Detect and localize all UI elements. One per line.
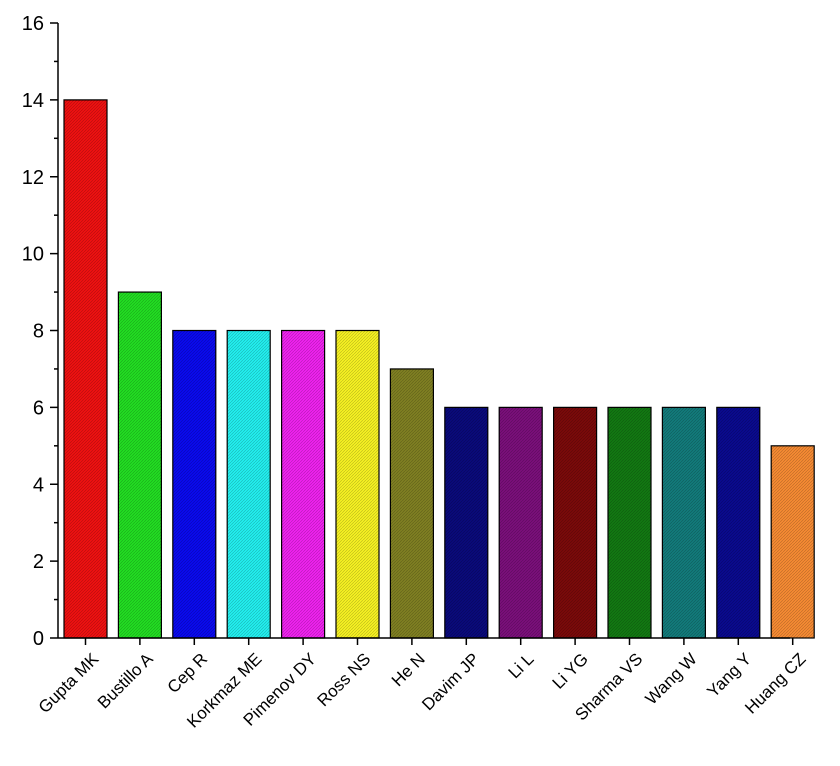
- bars-layer: [63, 99, 815, 639]
- y-tick-label: 6: [33, 397, 44, 419]
- bar-group: [117, 291, 163, 639]
- y-tick-label: 10: [22, 244, 44, 266]
- y-tick-label: 16: [22, 13, 44, 35]
- bar-group: [444, 406, 489, 639]
- bar-texture: [64, 99, 107, 638]
- x-category-label: Cep R: [164, 649, 212, 697]
- bar-group: [716, 406, 761, 639]
- x-category-label: Davim JP: [418, 649, 483, 714]
- bar-texture: [172, 330, 216, 638]
- bar-group: [389, 368, 434, 639]
- bar-texture: [444, 407, 488, 638]
- bar-group: [498, 406, 543, 639]
- y-tick-label: 2: [33, 551, 44, 573]
- x-category-label: He N: [388, 649, 429, 690]
- bar-group: [226, 329, 271, 639]
- y-tick-label: 4: [33, 474, 44, 496]
- bar-texture: [553, 407, 597, 638]
- bar-group: [607, 406, 652, 639]
- bar-group: [281, 329, 326, 639]
- bar-texture: [336, 330, 379, 638]
- bar-group: [335, 329, 380, 639]
- x-category-label: Bustillo A: [94, 649, 157, 712]
- y-tick-label: 0: [33, 628, 44, 650]
- bar-group: [172, 329, 217, 639]
- y-tick-label: 14: [22, 90, 44, 112]
- bar-texture: [771, 445, 815, 638]
- x-category-label: Wang W: [642, 649, 701, 708]
- bar-group: [661, 406, 707, 639]
- bar-texture: [608, 407, 651, 638]
- y-tick-label: 12: [22, 167, 44, 189]
- bar-group: [63, 99, 108, 639]
- y-ticks: 0 2 4 6 8 10 12 14 16: [22, 13, 58, 650]
- bar-group: [770, 445, 815, 639]
- bar-texture: [118, 292, 162, 638]
- y-tick-label: 8: [33, 321, 44, 343]
- bar-texture: [281, 330, 325, 638]
- bar-texture: [662, 407, 706, 638]
- bar-group: [552, 406, 598, 639]
- x-category-label: Li L: [505, 649, 538, 682]
- bar-texture: [390, 368, 434, 638]
- x-category-label: Li YG: [549, 649, 592, 692]
- x-category-label: Gupta MK: [35, 649, 103, 717]
- x-category-label: Yang Y: [703, 649, 755, 701]
- bar-texture: [716, 407, 760, 638]
- x-category-label: Ross NS: [313, 649, 374, 710]
- bar-texture: [499, 407, 543, 638]
- bar-texture: [227, 330, 271, 638]
